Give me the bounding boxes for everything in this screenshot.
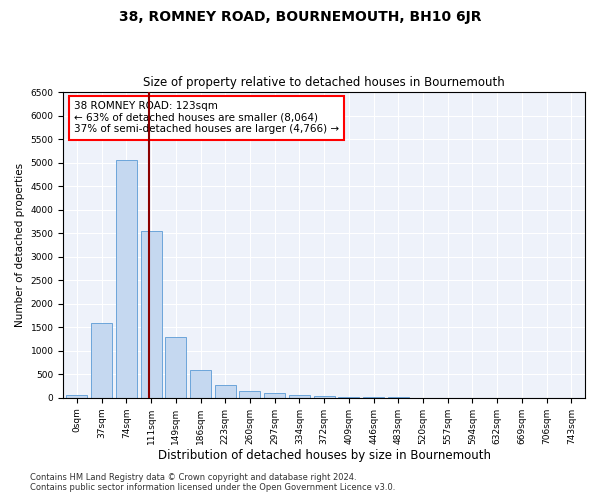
Text: 38, ROMNEY ROAD, BOURNEMOUTH, BH10 6JR: 38, ROMNEY ROAD, BOURNEMOUTH, BH10 6JR	[119, 10, 481, 24]
Bar	[190, 370, 211, 398]
Bar	[338, 397, 359, 398]
X-axis label: Distribution of detached houses by size in Bournemouth: Distribution of detached houses by size …	[158, 450, 491, 462]
Bar	[116, 160, 137, 398]
Bar	[67, 396, 88, 398]
Bar	[264, 393, 285, 398]
Bar	[289, 396, 310, 398]
Bar	[215, 384, 236, 398]
Bar	[165, 336, 186, 398]
Bar	[239, 391, 260, 398]
Y-axis label: Number of detached properties: Number of detached properties	[15, 163, 25, 327]
Bar	[140, 231, 161, 398]
Text: Contains HM Land Registry data © Crown copyright and database right 2024.
Contai: Contains HM Land Registry data © Crown c…	[30, 473, 395, 492]
Bar	[314, 396, 335, 398]
Text: 38 ROMNEY ROAD: 123sqm
← 63% of detached houses are smaller (8,064)
37% of semi-: 38 ROMNEY ROAD: 123sqm ← 63% of detached…	[74, 101, 339, 134]
Bar	[91, 322, 112, 398]
Title: Size of property relative to detached houses in Bournemouth: Size of property relative to detached ho…	[143, 76, 505, 90]
